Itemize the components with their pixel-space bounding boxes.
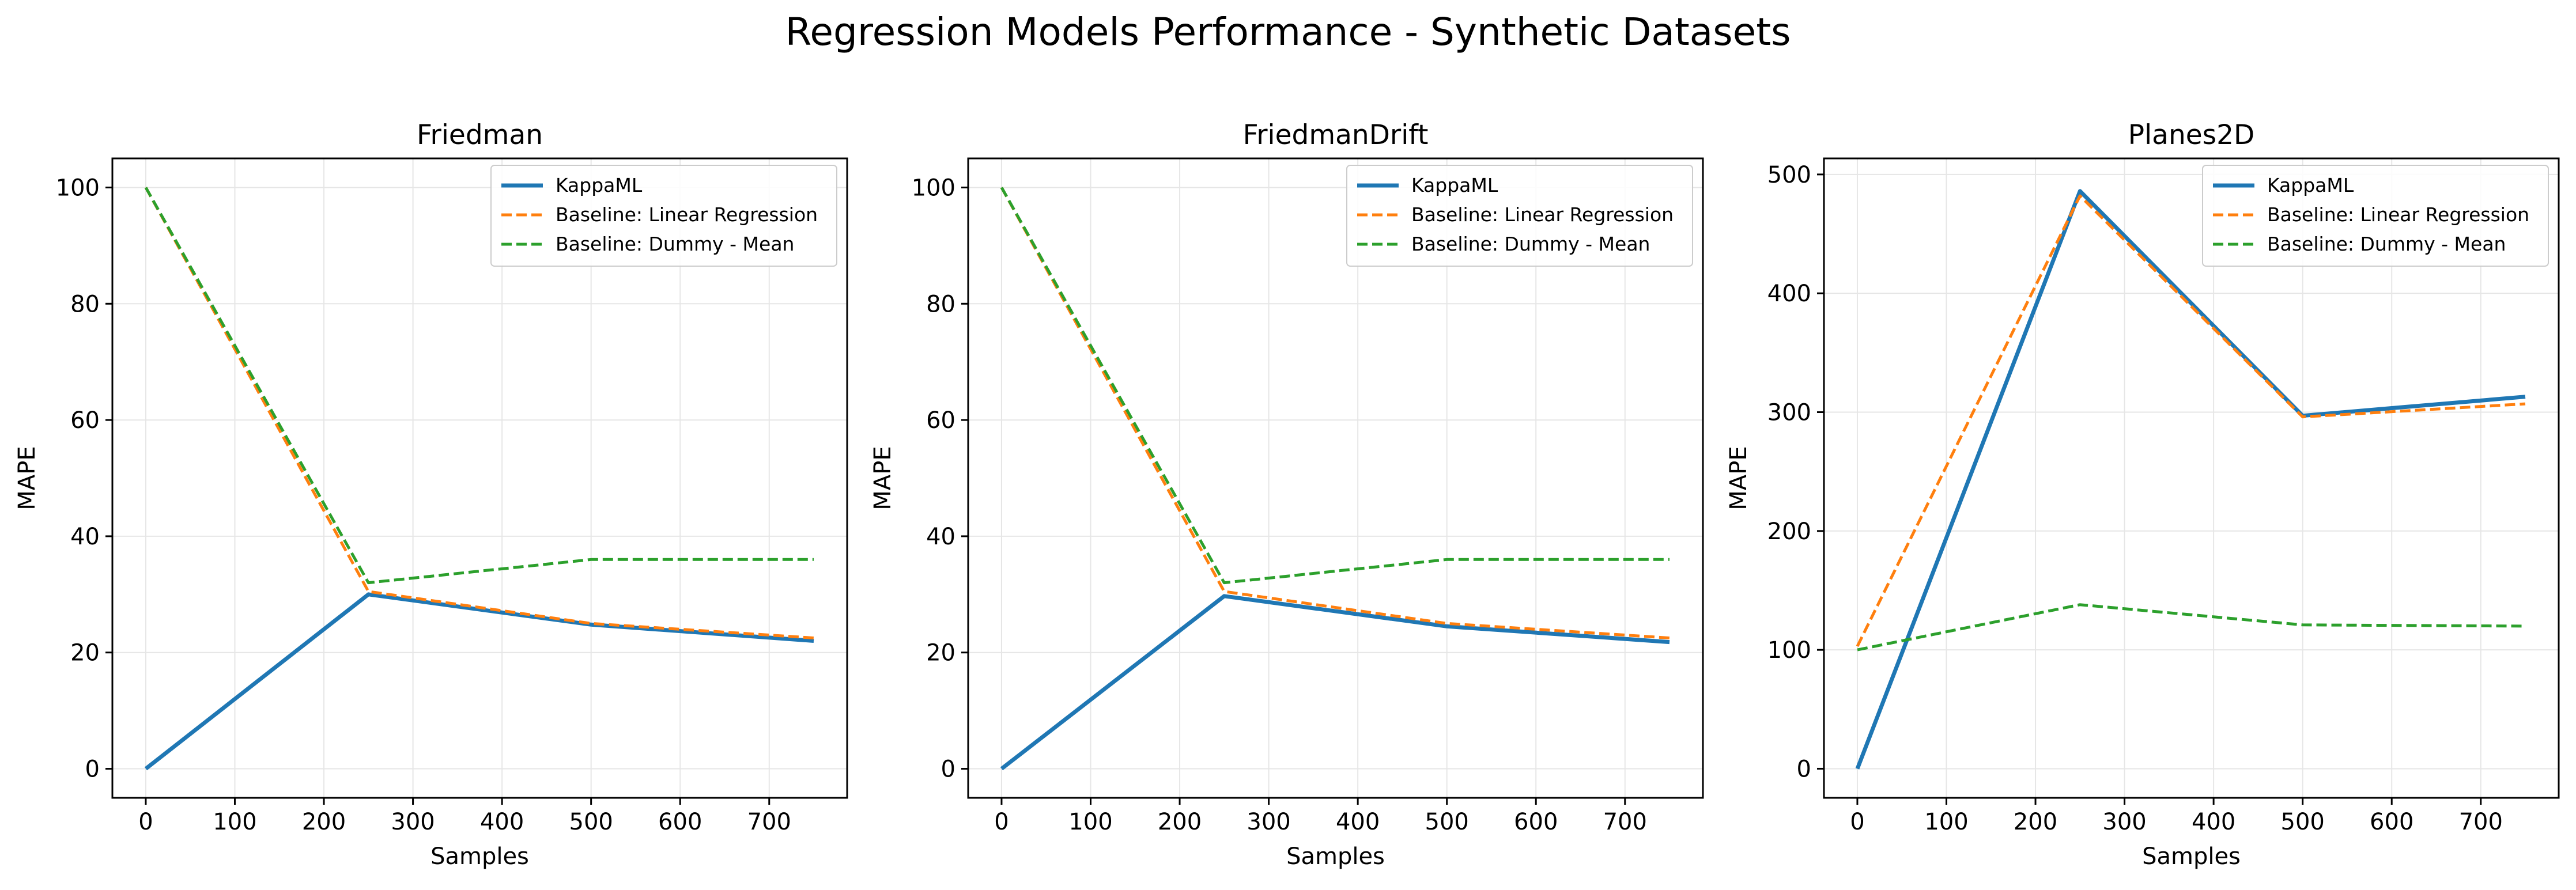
y-tick-label: 300 — [1767, 399, 1811, 426]
x-tick-label: 700 — [1603, 809, 1647, 835]
y-tick-label: 200 — [1767, 518, 1811, 545]
legend-box — [1346, 165, 1693, 267]
x-tick-label: 0 — [1850, 809, 1864, 835]
x-tick-label: 500 — [1425, 809, 1469, 835]
x-tick-label: 200 — [302, 809, 346, 835]
y-tick-label: 0 — [85, 756, 100, 783]
subplot-friedmandrift: 0 100 200 300 400 500 600 700 0 20 40 60 80 100 Friedm… — [870, 119, 1704, 870]
legend-entry: Baseline: Dummy - Mean — [2267, 233, 2506, 255]
legend: KappaML Baseline: Linear Regression Baseli… — [490, 165, 837, 267]
axes-container: 0 100 200 300 400 500 600 700020406080100Friedm… — [14, 119, 2560, 870]
x-tick-label: 100 — [1924, 809, 1968, 835]
legend-entry: Baseline: Linear Regression — [2267, 203, 2529, 226]
y-tick-label: 40 — [926, 524, 955, 550]
y-tick-label: 40 — [70, 524, 100, 550]
y-tick-label: 500 — [1767, 162, 1811, 188]
axes-frame — [111, 157, 848, 799]
series-line-kappaml — [1855, 189, 2526, 770]
subplot-title: Planes2D — [2128, 119, 2255, 151]
y-tick-label: 0 — [1797, 756, 1811, 782]
legend-entry: Baseline: Dummy - Mean — [556, 233, 794, 255]
subplot-title: Friedman — [417, 119, 543, 151]
y-axis-label: MAPE — [1725, 446, 1752, 510]
x-tick-label: 200 — [1158, 809, 1202, 835]
y-tick-label: 20 — [70, 640, 100, 666]
axes-frame — [1823, 157, 2560, 799]
x-tick-label: 500 — [2281, 809, 2325, 835]
y-tick-label: 0 — [941, 756, 955, 783]
x-tick-label: 400 — [1336, 809, 1380, 835]
x-tick-label: 300 — [1247, 809, 1290, 835]
x-tick-label: 400 — [480, 809, 524, 835]
y-tick-label: 100 — [912, 175, 955, 201]
y-tick-label: 100 — [1767, 637, 1811, 664]
series-line-baseline-linear-regression — [1856, 194, 2526, 647]
x-tick-label: 0 — [994, 809, 1009, 835]
y-tick-label: 60 — [926, 407, 955, 434]
legend-entry: Baseline: Dummy - Mean — [1411, 233, 1650, 255]
x-tick-label: 200 — [2014, 809, 2057, 835]
series-line-baseline-dummy-mean — [1000, 187, 1670, 585]
x-tick-label: 300 — [391, 809, 435, 835]
y-tick-label: 80 — [926, 291, 955, 317]
figure-title: Regression Models Performance - Syntheti… — [785, 10, 1791, 54]
x-axis-label: Samples — [1286, 843, 1385, 870]
series-line-baseline-linear-regression — [1000, 187, 1670, 639]
axes-frame — [967, 157, 1704, 799]
legend-box — [2202, 165, 2549, 267]
legend-entry: KappaML — [1411, 174, 1498, 196]
x-tick-label: 400 — [2192, 809, 2235, 835]
x-tick-label: 600 — [658, 809, 702, 835]
legend-box — [490, 165, 837, 267]
subplot-friedman: 0 100 200 300 400 500 600 700 0 20 40 60 80 100 Friedm… — [14, 119, 848, 870]
series-line-baseline-dummy-mean — [144, 187, 814, 585]
series-line-kappaml — [144, 592, 814, 771]
x-axis-label: Samples — [430, 843, 529, 870]
y-axis-label: MAPE — [14, 446, 40, 510]
legend: KappaML Baseline: Linear Regression Baseli… — [1346, 165, 1693, 267]
x-tick-label: 100 — [213, 809, 256, 835]
legend: KappaML Baseline: Linear Regression Baseli… — [2202, 165, 2549, 267]
x-tick-label: 600 — [1514, 809, 1558, 835]
x-tick-label: 0 — [138, 809, 153, 835]
x-tick-label: 700 — [2459, 809, 2503, 835]
x-tick-label: 700 — [747, 809, 791, 835]
y-tick-label: 400 — [1767, 281, 1811, 307]
subplot-title: FriedmanDrift — [1243, 119, 1429, 151]
series-line-baseline-dummy-mean — [1857, 603, 2526, 652]
series-line-kappaml — [1000, 594, 1670, 771]
y-tick-label: 60 — [70, 407, 100, 434]
y-tick-label: 20 — [926, 640, 955, 666]
x-tick-label: 300 — [2102, 809, 2146, 835]
x-axis-label: Samples — [2142, 843, 2241, 870]
legend-entry: Baseline: Linear Regression — [1411, 203, 1674, 226]
x-tick-label: 600 — [2370, 809, 2413, 835]
x-tick-label: 500 — [569, 809, 613, 835]
y-tick-label: 80 — [70, 291, 100, 317]
y-axis-label: MAPE — [870, 446, 896, 510]
x-tick-label: 100 — [1068, 809, 1112, 835]
legend-entry: Baseline: Linear Regression — [556, 203, 818, 226]
series-line-baseline-linear-regression — [144, 187, 814, 639]
subplot-planes2d: 0 100 200 300 400 500 600 700 0 100 200 300 400 500 Pl… — [1725, 119, 2560, 870]
y-tick-label: 100 — [56, 175, 100, 201]
legend-entry: KappaML — [556, 174, 643, 196]
legend-entry: KappaML — [2267, 174, 2354, 196]
